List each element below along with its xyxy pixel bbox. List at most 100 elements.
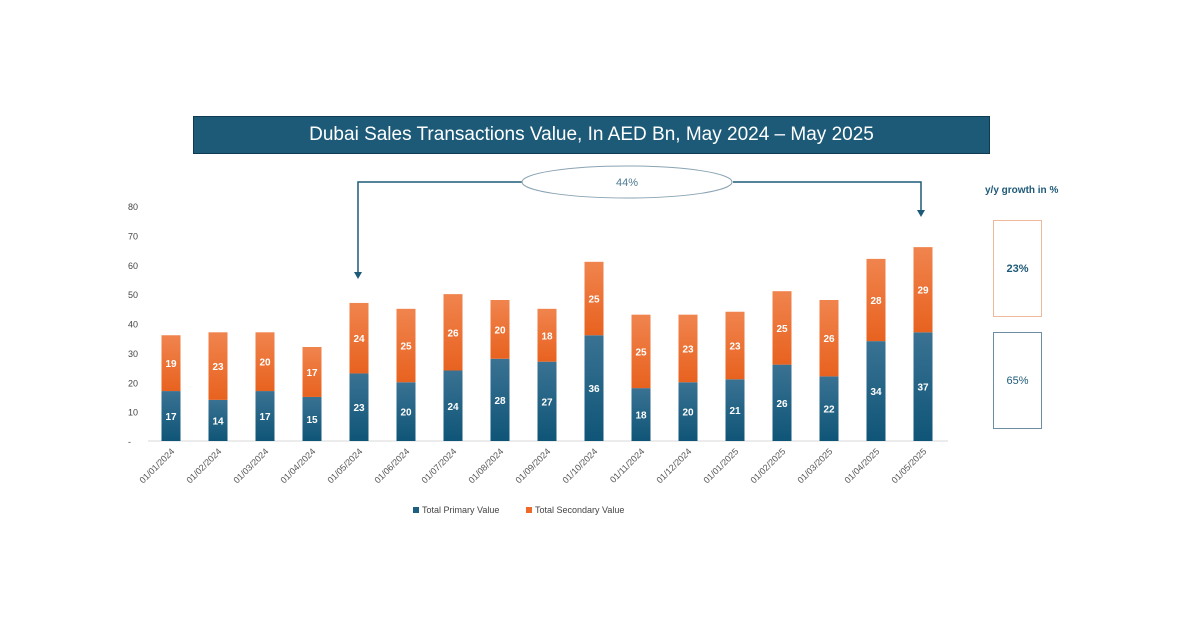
bar-secondary (819, 300, 839, 377)
annotation-line-right (733, 181, 922, 213)
arrow-head-left (354, 272, 362, 279)
x-tick-label: 01/08/2024 (466, 446, 505, 485)
annotation-line-left (357, 181, 522, 275)
x-tick-label: 01/03/2025 (795, 446, 834, 485)
data-label: 36 (588, 384, 600, 395)
data-label: 23 (212, 362, 224, 373)
bar-primary (772, 364, 792, 441)
data-label: 25 (776, 324, 788, 335)
data-label: 25 (400, 342, 412, 353)
data-label: 25 (588, 295, 600, 306)
x-tick-label: 01/05/2025 (889, 446, 928, 485)
x-tick-label: 01/05/2024 (325, 446, 364, 485)
data-label: 23 (729, 342, 741, 353)
data-label: 20 (259, 358, 271, 369)
bar-primary (161, 391, 181, 441)
x-tick-label: 01/11/2024 (608, 446, 646, 484)
y-tick-label: - (128, 437, 131, 447)
data-label: 20 (494, 325, 506, 336)
bar-secondary (396, 308, 416, 383)
bar-primary (490, 358, 510, 441)
data-label: 20 (400, 408, 412, 419)
data-label: 18 (635, 411, 647, 422)
bar-primary (255, 391, 275, 441)
x-tick-label: 01/01/2024 (137, 446, 176, 485)
bar-primary (866, 341, 886, 441)
annotation-ellipse (521, 165, 733, 199)
legend-label-primary: Total Primary Value (422, 505, 499, 515)
y-tick-label: 20 (128, 378, 138, 388)
x-tick-label: 01/06/2024 (372, 446, 411, 485)
data-label: 24 (353, 334, 365, 345)
y-tick-label: 80 (128, 202, 138, 212)
growth-panel-title: y/y growth in % (985, 185, 1059, 196)
bar-secondary (584, 261, 604, 336)
data-label: 22 (823, 405, 835, 416)
bar-primary (819, 376, 839, 441)
growth-annotation: 44% (354, 165, 925, 279)
bar-secondary (490, 300, 510, 359)
arrow-head-right (917, 210, 925, 217)
legend-swatch-secondary (526, 507, 532, 513)
bar-secondary (255, 332, 275, 392)
bar-secondary (443, 294, 463, 371)
y-tick-label: 70 (128, 231, 138, 241)
x-tick-label: 01/02/2025 (748, 446, 787, 485)
data-label: 26 (776, 399, 788, 410)
bar-primary (631, 388, 651, 441)
x-tick-label: 01/04/2024 (278, 446, 317, 485)
data-label: 17 (306, 368, 318, 379)
data-label: 21 (729, 406, 741, 417)
data-label: 26 (447, 328, 459, 339)
data-label: 24 (447, 402, 459, 413)
data-label: 18 (541, 331, 553, 342)
data-label: 26 (823, 334, 835, 345)
bar-primary (725, 379, 745, 441)
secondary-growth-box: 23% (993, 220, 1042, 317)
data-label: 19 (165, 359, 177, 370)
data-label: 29 (917, 286, 929, 297)
bar-secondary (725, 311, 745, 380)
bar-secondary (349, 302, 369, 374)
data-label: 15 (306, 415, 318, 426)
data-label: 34 (870, 387, 882, 398)
legend: Total Primary Value Total Secondary Valu… (413, 505, 624, 515)
bar-primary (443, 370, 463, 441)
data-label: 23 (682, 344, 694, 355)
x-tick-label: 01/12/2024 (654, 446, 693, 485)
bar-secondary (913, 247, 933, 333)
bar-secondary (161, 335, 181, 392)
chart-title: Dubai Sales Transactions Value, In AED B… (193, 116, 990, 154)
bar-primary (913, 332, 933, 441)
x-tick-label: 01/10/2024 (560, 446, 599, 485)
bar-primary (584, 335, 604, 441)
data-label: 17 (259, 412, 271, 423)
data-label: 28 (870, 296, 882, 307)
data-label: 14 (212, 416, 224, 427)
data-label: 37 (917, 383, 929, 394)
data-label: 28 (494, 396, 506, 407)
y-tick-label: 50 (128, 290, 138, 300)
data-label: 25 (635, 347, 647, 358)
bar-secondary (678, 314, 698, 383)
bar-secondary (208, 332, 228, 400)
x-tick-label: 01/02/2024 (184, 446, 223, 485)
legend-swatch-primary (413, 507, 419, 513)
bar-primary (537, 361, 557, 441)
y-tick-label: 30 (128, 349, 138, 359)
x-tick-label: 01/01/2025 (701, 446, 740, 485)
y-tick-label: 60 (128, 261, 138, 271)
bar-primary (678, 382, 698, 441)
bar-secondary (537, 308, 557, 362)
bar-primary (349, 373, 369, 441)
y-tick-label: 40 (128, 320, 138, 330)
bar-secondary (772, 291, 792, 365)
bar-secondary (302, 347, 322, 397)
data-label: 17 (165, 412, 177, 423)
bar-secondary (631, 314, 651, 389)
legend-label-secondary: Total Secondary Value (535, 505, 624, 515)
primary-growth-box: 65% (993, 332, 1042, 429)
bar-secondary (866, 258, 886, 342)
data-label: 27 (541, 397, 553, 408)
